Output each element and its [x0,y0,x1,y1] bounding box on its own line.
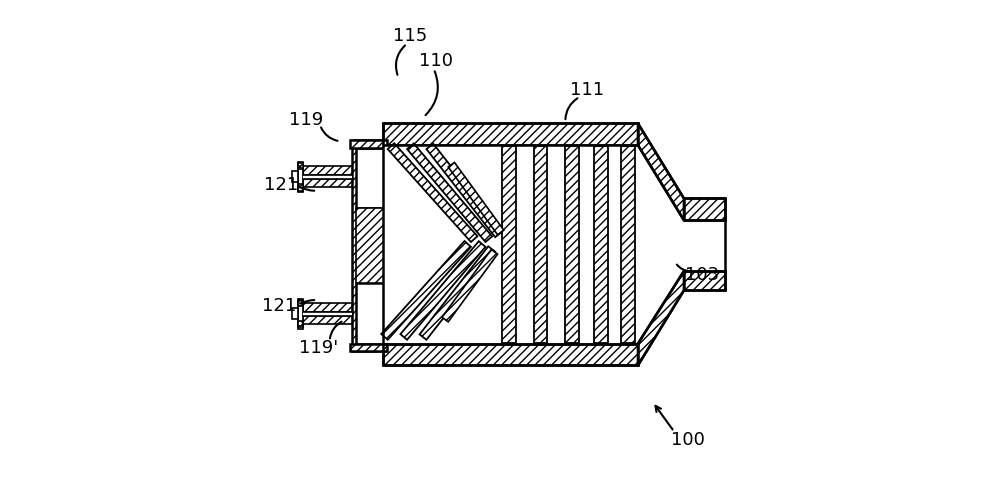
Text: 121': 121' [262,297,301,315]
Bar [303,303,352,312]
Polygon shape [422,147,500,246]
Bar [298,184,303,191]
Polygon shape [638,123,684,220]
Bar [356,208,385,283]
Polygon shape [400,241,485,340]
Bar [502,146,516,343]
Bar [621,146,635,343]
Bar [684,198,725,220]
Bar [684,220,725,271]
Bar [352,140,385,351]
Text: 119: 119 [289,111,324,129]
Bar [303,166,352,175]
Text: 103: 103 [685,266,719,284]
Bar [298,300,303,306]
Bar [298,163,303,169]
Bar [303,316,352,324]
Polygon shape [446,247,500,319]
Polygon shape [426,144,502,237]
Bar [594,146,608,343]
Text: 121: 121 [264,176,298,194]
Bar [547,146,565,343]
Bar [292,171,298,182]
Bar [350,140,387,148]
Bar [384,146,475,343]
Bar [383,145,638,344]
Text: 110: 110 [419,51,453,70]
Bar [684,271,725,290]
Bar [298,299,303,329]
Text: 111: 111 [570,80,604,99]
Bar [383,344,638,365]
Bar [303,179,352,187]
Bar [384,146,502,343]
Polygon shape [638,271,684,365]
Bar [608,146,621,343]
Text: 115: 115 [393,27,428,45]
Polygon shape [385,241,476,342]
Text: 100: 100 [671,431,705,450]
Bar [350,344,387,351]
Bar [298,162,303,192]
Polygon shape [402,147,488,247]
Polygon shape [448,163,504,235]
Bar [292,308,298,319]
Polygon shape [402,242,488,342]
Bar [579,146,594,343]
Bar [516,146,534,343]
Polygon shape [638,145,684,344]
Polygon shape [385,147,476,248]
Bar [565,146,579,343]
Bar [356,148,385,208]
Bar [298,321,303,328]
Polygon shape [407,143,492,242]
Bar [534,146,547,343]
Polygon shape [388,143,477,242]
Polygon shape [422,243,500,342]
Text: 119': 119' [299,339,338,358]
Bar [303,312,352,316]
Bar [356,283,385,344]
Bar [383,123,638,145]
Polygon shape [446,169,500,242]
Polygon shape [420,246,495,340]
Polygon shape [442,250,498,322]
Bar [303,175,352,179]
Polygon shape [381,241,471,340]
